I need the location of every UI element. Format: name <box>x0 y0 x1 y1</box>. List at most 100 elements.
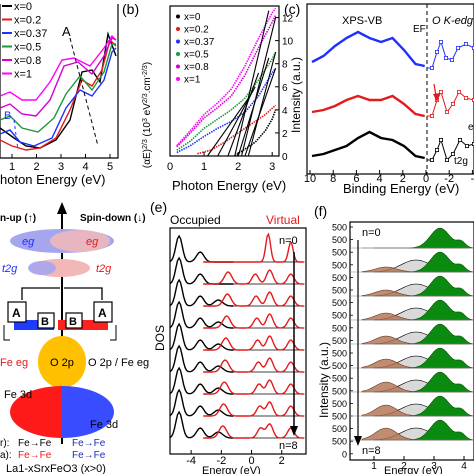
panel-f-ytick-5: 500 <box>332 286 347 296</box>
panel-c-xas-marker <box>429 157 434 162</box>
ylabel-part: eV <box>142 103 153 118</box>
transition-arrow-right <box>64 287 103 300</box>
panel-c-letter: (c) <box>284 1 300 17</box>
panel-f-ylabel: Intensity (a.u.) <box>317 342 331 418</box>
panel-a-dashed-line-b <box>13 119 19 151</box>
panel-c-xas-marker <box>450 151 455 156</box>
panel-b-xticks: 0 1 2 3 <box>167 152 275 173</box>
panel-e-xtick-0: -4 <box>186 455 196 467</box>
panel-e-letter: (e) <box>150 199 167 215</box>
fermi-level-label: EF <box>413 24 426 35</box>
panel-b-ytick-1: 2 <box>282 129 288 140</box>
panel-b-fit-line-0 <box>227 72 260 157</box>
panel-a-xtick-4: 5 <box>107 161 113 173</box>
virtual-label: Virtual <box>266 213 300 227</box>
panel-e-curves <box>169 232 305 439</box>
panel-b-xtick-0: 0 <box>167 161 173 173</box>
n-bottom-label: n=8 <box>279 440 298 452</box>
panel-b-fit-line-3 <box>247 52 277 157</box>
virtual-dos-curve <box>203 313 304 329</box>
occupied-label: Occupied <box>170 213 221 227</box>
panel-f-green-area <box>409 395 474 417</box>
panel-f-green-area <box>409 251 474 273</box>
panel-b-curves <box>176 7 277 157</box>
panel-b-yticks: 0 2 4 6 8 10 12 <box>275 14 294 163</box>
panel-c-xtick-1: 8 <box>330 173 336 185</box>
panel-c-xas-marker <box>449 58 454 63</box>
panel-b-ytick-4: 8 <box>282 60 288 71</box>
panel-c-xas-marker <box>444 110 449 115</box>
panel-b-series-1 <box>197 104 277 155</box>
virtual-dos-curve <box>203 422 304 439</box>
panel-b: (b) (αE)2/3 (103 eV2/3.cm-2/3) x=0x=0.2x… <box>122 1 294 193</box>
panel-b-legend-entry-1: x=0.2 <box>184 25 209 36</box>
panel-c-xtick-0: 10 <box>304 173 316 185</box>
panel-e-ylabel: DOS <box>153 325 167 351</box>
panel-f-xtick-0: 1 <box>371 461 377 472</box>
panel-c-xas-marker <box>429 66 434 71</box>
formula-label: La1-xSrxFeO3 (x>0) <box>6 463 106 474</box>
panel-e-xtick-3: 2 <box>279 455 285 467</box>
fermi-red-band <box>58 320 108 330</box>
t2g-band-left <box>28 261 56 275</box>
panel-e-xlabel: Energy (eV) <box>202 465 261 474</box>
panel-b-series-3 <box>176 51 277 151</box>
panel-f-ytick-16: 500 <box>332 424 347 434</box>
panel-c-xas-marker <box>463 96 468 101</box>
fe3d-left-label: Fe 3d <box>4 389 32 401</box>
occupied-dos-curve <box>169 256 234 285</box>
o2p-band <box>38 336 86 388</box>
panel-a-xtick-1: 2 <box>33 161 39 173</box>
panel-f-yticks: 500 500 500 500 500 500 500 500 500 500 500 500 500 5… <box>332 223 353 459</box>
row2-left: Fe→Fe <box>18 450 52 461</box>
panel-b-legend-marker-4 <box>176 64 180 69</box>
panel-e: (e) Occupied Virtual DOS n=0 n=8 -4 -2 0 2 … <box>150 199 307 474</box>
box-a-right <box>93 301 113 323</box>
panel-b-legend-entry-3: x=0.5 <box>184 50 209 61</box>
panel-c-xlabel: Binding Energy (eV) <box>343 181 459 196</box>
panel-f-ytick-18: 0 <box>342 449 347 459</box>
panel-c-xas-marker <box>429 114 434 119</box>
box-b-left-label: B <box>41 316 49 328</box>
ylabel-part: -2/3 <box>142 65 149 77</box>
ylabel-part: 3 <box>142 118 149 122</box>
panel-b-legend-entry-5: x=1 <box>184 75 201 86</box>
panel-f-ytick-3: 500 <box>332 260 347 270</box>
ylabel-part: 2/3 <box>142 93 149 103</box>
panel-f-ytick-15: 500 <box>332 412 347 422</box>
virtual-dos-curve <box>203 269 304 285</box>
panel-f-xtick-1: 2 <box>401 461 407 472</box>
virtual-dos-curve <box>203 357 304 373</box>
row2-right: Fe→Fe <box>72 450 106 461</box>
panel-f-n-top: n=0 <box>362 227 381 239</box>
panel-c-xps-curve-1 <box>311 94 425 118</box>
panel-c-xas-marker <box>434 147 439 152</box>
panel-f-xtick-3: 4 <box>461 461 467 472</box>
panel-f-ytick-11: 500 <box>332 361 347 371</box>
panel-b-axes <box>169 5 280 157</box>
row2-label: a): <box>0 450 12 461</box>
panel-b-legend-marker-5 <box>176 77 180 81</box>
panel-f-ytick-9: 500 <box>332 336 347 346</box>
panel-f-letter: (f) <box>314 203 327 219</box>
panel-e-xtick-1: -2 <box>216 455 226 467</box>
panel-c-xas-marker <box>434 50 439 55</box>
panel-b-legend-marker-2 <box>176 39 180 44</box>
panel-c-xas-marker <box>444 157 449 162</box>
panel-a-axes <box>0 4 119 159</box>
panel-a-legend-entry-0: x=0 <box>14 1 32 13</box>
o2p-right-label: O 2p / Fe eg <box>88 357 149 369</box>
transition-arrow-left <box>21 287 60 300</box>
panel-c-xps-curve-0 <box>311 30 425 68</box>
panel-c-xps-curve-2 <box>311 130 425 160</box>
panel-f-green-area <box>409 323 474 345</box>
box-a-left <box>7 301 27 323</box>
ylabel-part: ) <box>142 62 153 65</box>
xps-vb-label: XPS-VB <box>342 15 382 27</box>
panel-b-ytick-2: 4 <box>282 106 288 117</box>
panel-b-legend-marker-0 <box>176 14 180 19</box>
n-top-label: n=0 <box>279 235 298 247</box>
panel-c-xas-marker <box>443 56 448 61</box>
peak-label-b: B <box>4 110 11 122</box>
panel-c-xas-marker <box>455 46 460 51</box>
